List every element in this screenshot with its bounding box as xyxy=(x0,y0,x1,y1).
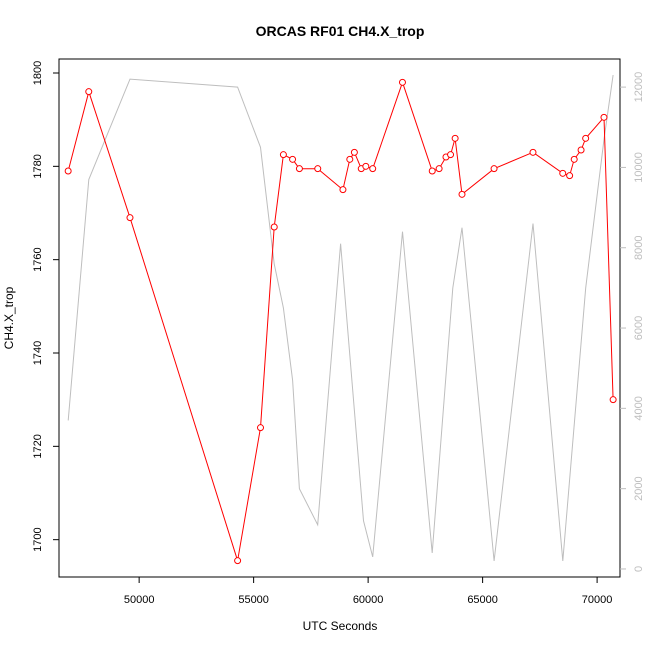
y-axis-right: 0 2000 4000 6000 8000 10000 12000 xyxy=(620,72,645,572)
series-line-secondary xyxy=(67,75,614,561)
data-point xyxy=(577,146,585,154)
data-point xyxy=(289,155,297,163)
x-tick-label: 50000 xyxy=(124,594,155,606)
data-point xyxy=(435,165,443,173)
y2-tick-label: 8000 xyxy=(633,235,645,259)
x-axis-label: UTC Seconds xyxy=(303,619,378,633)
x-tick-label: 55000 xyxy=(238,594,269,606)
data-point xyxy=(451,134,459,142)
data-point xyxy=(559,169,567,177)
data-point xyxy=(257,424,265,432)
y2-tick-label: 6000 xyxy=(633,316,645,340)
data-point xyxy=(85,88,93,96)
data-point xyxy=(529,148,537,156)
data-point xyxy=(490,165,498,173)
y2-tick-label: 2000 xyxy=(633,476,645,500)
data-point xyxy=(600,113,608,121)
data-point xyxy=(447,151,455,159)
data-point xyxy=(369,165,377,173)
data-point xyxy=(350,148,358,156)
x-tick-label: 70000 xyxy=(582,594,613,606)
data-point xyxy=(570,155,578,163)
data-point xyxy=(398,78,406,86)
y-tick-label: 1800 xyxy=(32,61,44,85)
data-point xyxy=(126,214,134,222)
data-point xyxy=(362,162,370,170)
x-axis: 50000 55000 60000 65000 70000 xyxy=(124,577,613,606)
data-point xyxy=(279,151,287,159)
data-point xyxy=(582,134,590,142)
y-tick-label: 1740 xyxy=(32,341,44,365)
y2-tick-label: 10000 xyxy=(633,152,645,183)
data-point xyxy=(609,396,617,404)
data-point xyxy=(339,186,347,194)
series-layer xyxy=(64,75,617,565)
data-point xyxy=(428,167,436,175)
y-tick-label: 1760 xyxy=(32,247,44,271)
y-tick-label: 1720 xyxy=(32,434,44,458)
y2-tick-label: 0 xyxy=(633,566,645,572)
data-point xyxy=(64,167,72,175)
data-point xyxy=(295,165,303,173)
data-point xyxy=(314,165,322,173)
y2-tick-label: 4000 xyxy=(633,396,645,420)
chart-title: ORCAS RF01 CH4.X_trop xyxy=(256,23,425,39)
data-point xyxy=(234,557,242,565)
x-tick-label: 65000 xyxy=(467,594,498,606)
data-point xyxy=(566,172,574,180)
plot-frame xyxy=(58,58,621,578)
data-point xyxy=(270,223,278,231)
y-tick-label: 1700 xyxy=(32,527,44,551)
y-axis-left: 1700 1720 1740 1760 1780 1800 xyxy=(32,61,59,552)
y2-tick-label: 12000 xyxy=(633,72,645,103)
data-point xyxy=(458,190,466,198)
data-point xyxy=(346,155,354,163)
x-tick-label: 60000 xyxy=(353,594,384,606)
y-axis-label: CH4.X_trop xyxy=(2,286,16,349)
y-tick-label: 1780 xyxy=(32,154,44,178)
